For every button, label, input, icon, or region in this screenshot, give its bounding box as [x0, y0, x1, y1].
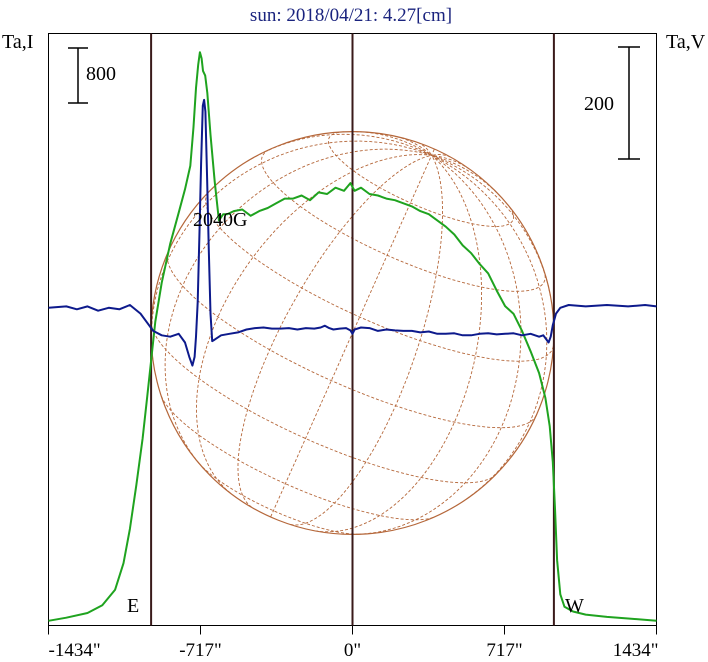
- longitude-line: [417, 142, 432, 156]
- latitude-line: [327, 131, 515, 227]
- longitude-line: [315, 154, 483, 533]
- longitude-line: [431, 154, 470, 170]
- series-lines: [48, 51, 657, 622]
- left-axis-label: Ta,I: [2, 31, 33, 53]
- x-tick-label: -1434": [49, 640, 101, 661]
- x-axis-ticks: -1434" -717" 0" 717" 1434": [48, 625, 659, 661]
- chart-title: sun: 2018/04/21: 4.27[cm]: [250, 5, 452, 26]
- longitude-line: [431, 154, 552, 297]
- longitude-line: [150, 140, 432, 360]
- latitude-line: [261, 149, 546, 292]
- series-line-i: [48, 51, 657, 622]
- x-tick-label: 717": [486, 640, 522, 661]
- latitude-line: [205, 192, 554, 362]
- longitude-line: [237, 154, 432, 508]
- right-axis-label: Ta,V: [666, 31, 706, 53]
- latitude-line: [160, 395, 434, 521]
- east-limb-label: E: [127, 595, 139, 617]
- longitude-line: [431, 154, 548, 500]
- x-tick-label: -717": [179, 640, 222, 661]
- west-limb-label: W: [565, 595, 584, 617]
- latitude-line: [198, 462, 359, 535]
- solar-disk-grid: [150, 131, 555, 535]
- longitude-line: [355, 131, 432, 156]
- series-line-v: [48, 98, 657, 367]
- longitude-line: [396, 135, 432, 156]
- longitude-line: [196, 154, 432, 494]
- left-scale-label: 800: [86, 63, 116, 85]
- longitude-line: [431, 154, 501, 197]
- longitude-line: [431, 154, 451, 158]
- region-annotation: 2040G: [193, 209, 247, 231]
- longitude-line: [431, 149, 435, 156]
- right-scale-bar: [618, 46, 640, 160]
- longitude-line: [290, 155, 443, 526]
- right-scale-label: 200: [584, 93, 614, 115]
- longitude-line: [246, 133, 432, 162]
- x-tick-label: 1434": [613, 640, 659, 661]
- longitude-line: [358, 154, 522, 535]
- longitude-line: [270, 155, 433, 517]
- latitude-line: [166, 250, 537, 429]
- x-tick-label: 0": [344, 640, 361, 661]
- latitude-line: [150, 321, 496, 484]
- left-scale-bar: [68, 47, 88, 104]
